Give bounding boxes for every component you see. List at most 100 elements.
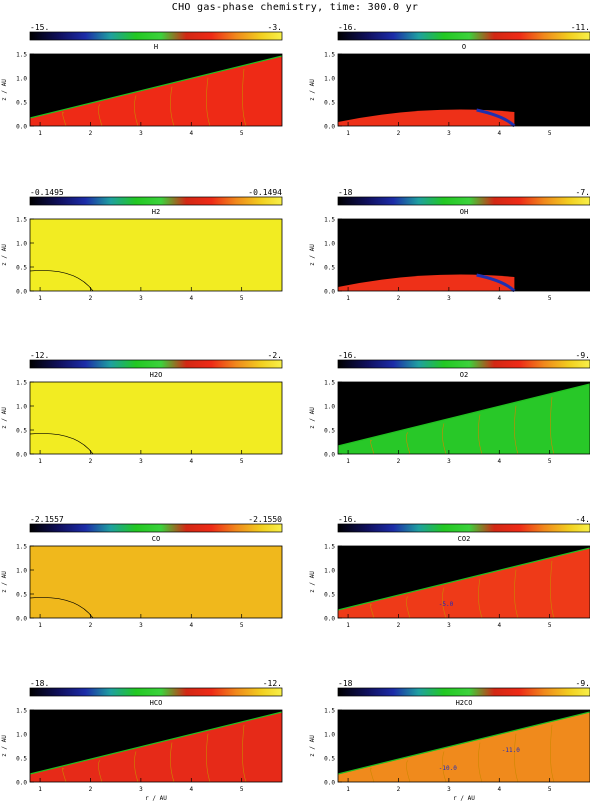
x-tick-label: 4	[497, 295, 501, 302]
y-axis-label: z / AU	[309, 571, 316, 593]
y-tick-label: 1.0	[16, 241, 27, 248]
colorbar-min-label: -15.	[30, 23, 49, 32]
y-axis-label: z / AU	[309, 735, 316, 757]
y-tick-label: 1.5	[324, 217, 335, 224]
colorbar	[337, 31, 590, 41]
x-tick-label: 5	[240, 295, 244, 302]
x-tick-label: 3	[139, 458, 143, 465]
species-label: H2CO	[456, 699, 473, 707]
y-tick-label: 1.5	[324, 52, 335, 59]
y-tick-label: 0.0	[16, 780, 27, 787]
panel-h2: -0.1495 -0.1494 H2 0.0 0.5 1.0 1.5 1 2 3 4 5 z / AU	[1, 188, 283, 302]
contour-line	[98, 760, 103, 783]
colorbar-min-label: -16.	[338, 351, 357, 360]
abundance-region	[338, 274, 515, 291]
contour-line	[134, 751, 139, 783]
x-tick-label: 2	[89, 458, 93, 465]
colorbar	[337, 196, 590, 206]
colorbar-min-label: -18	[338, 188, 353, 197]
x-tick-label: 2	[397, 458, 401, 465]
contour-line	[206, 77, 211, 127]
colorbar	[29, 196, 283, 206]
y-tick-label: 1.5	[16, 217, 27, 224]
colorbar-min-label: -0.1495	[30, 188, 64, 197]
panel-co: -2.1557 -2.1550 CO 0.0 0.5 1.0 1.5 1 2 3 4 5 z / AU	[1, 515, 283, 629]
plot-frame	[29, 709, 283, 783]
surface-contour	[29, 711, 283, 775]
plot-frame	[337, 545, 590, 619]
species-label: OH	[460, 208, 468, 216]
contour-line	[370, 439, 375, 455]
contour-line	[514, 569, 519, 619]
contour-line	[370, 603, 375, 619]
contour-line	[170, 742, 175, 783]
x-tick-label: 3	[447, 295, 451, 302]
colorbar	[29, 359, 283, 369]
x-tick-label: 4	[189, 622, 193, 629]
x-tick-label: 3	[139, 130, 143, 137]
contour-line	[406, 760, 411, 783]
y-tick-label: 1.5	[16, 380, 27, 387]
x-tick-label: 1	[346, 130, 350, 137]
plot-frame	[337, 218, 590, 292]
y-tick-label: 0.0	[324, 780, 335, 787]
y-tick-label: 0.0	[16, 616, 27, 623]
x-tick-label: 2	[397, 622, 401, 629]
contour-line	[442, 423, 447, 455]
x-tick-label: 5	[548, 458, 552, 465]
y-tick-label: 0.5	[16, 756, 27, 763]
panel-hco: -18. -12. HCO 0.0 0.5 1.0 1.5 1 2 3 4 5 z / AU r / AU	[1, 679, 283, 802]
x-tick-label: 3	[447, 622, 451, 629]
plot-frame	[337, 709, 590, 783]
y-axis-label: z / AU	[1, 735, 8, 757]
colorbar-min-label: -18.	[30, 679, 49, 688]
x-tick-label: 5	[240, 130, 244, 137]
colorbar-min-label: -16.	[338, 515, 357, 524]
colorbar-max-label: -9.	[576, 351, 590, 360]
y-tick-label: 0.0	[324, 452, 335, 459]
panel-h: -15. -3. H 0.0 0.5 1.0 1.5 1 2 3 4 5 z / AU	[1, 23, 283, 137]
heatmap-background	[30, 219, 282, 291]
x-tick-label: 5	[240, 786, 244, 793]
x-tick-label: 1	[38, 295, 42, 302]
contour-line	[242, 724, 247, 783]
contour-line	[442, 751, 447, 783]
contour-line	[62, 111, 67, 127]
y-tick-label: 0.0	[16, 124, 27, 131]
y-tick-label: 1.0	[16, 732, 27, 739]
contour-line	[550, 396, 555, 455]
panel-o: -16. -11. O 0.0 0.5 1.0 1.5 1 2 3 4 5 z / AU	[309, 23, 590, 137]
y-tick-label: 1.0	[324, 568, 335, 575]
x-tick-label: 5	[548, 622, 552, 629]
colorbar	[29, 523, 283, 533]
y-tick-label: 1.0	[324, 241, 335, 248]
x-tick-label: 4	[497, 130, 501, 137]
y-tick-label: 1.5	[16, 544, 27, 551]
x-tick-label: 5	[548, 130, 552, 137]
contour-line	[206, 733, 211, 783]
contour-line	[98, 104, 103, 127]
species-label: HCO	[150, 699, 163, 707]
y-tick-label: 1.5	[16, 708, 27, 715]
contour-line	[406, 596, 411, 619]
colorbar-max-label: -12.	[263, 679, 282, 688]
y-axis-label: z / AU	[309, 79, 316, 101]
colorbar-max-label: -11.	[571, 23, 590, 32]
species-label: H2O	[150, 371, 163, 379]
contour-line	[29, 433, 94, 455]
panel-h2co: -18 -9. H2CO -10.0 -11.0 0.0 0.5 1.0 1.5 1 2 3 4 5 z /…	[309, 679, 590, 802]
x-tick-label: 3	[139, 295, 143, 302]
contour-label: -11.0	[502, 747, 520, 754]
y-tick-label: 0.5	[16, 428, 27, 435]
contour-line	[242, 68, 247, 127]
y-tick-label: 0.0	[324, 616, 335, 623]
x-tick-label: 4	[189, 458, 193, 465]
y-tick-label: 0.5	[324, 592, 335, 599]
colorbar	[337, 687, 590, 697]
panel-o2: -16. -9. O2 0.0 0.5 1.0 1.5 1 2 3 4 5 z / AU	[309, 351, 590, 465]
surface-contour	[337, 547, 590, 611]
x-tick-label: 4	[497, 458, 501, 465]
x-tick-label: 2	[89, 622, 93, 629]
y-tick-label: 0.0	[16, 289, 27, 296]
x-tick-label: 1	[346, 458, 350, 465]
